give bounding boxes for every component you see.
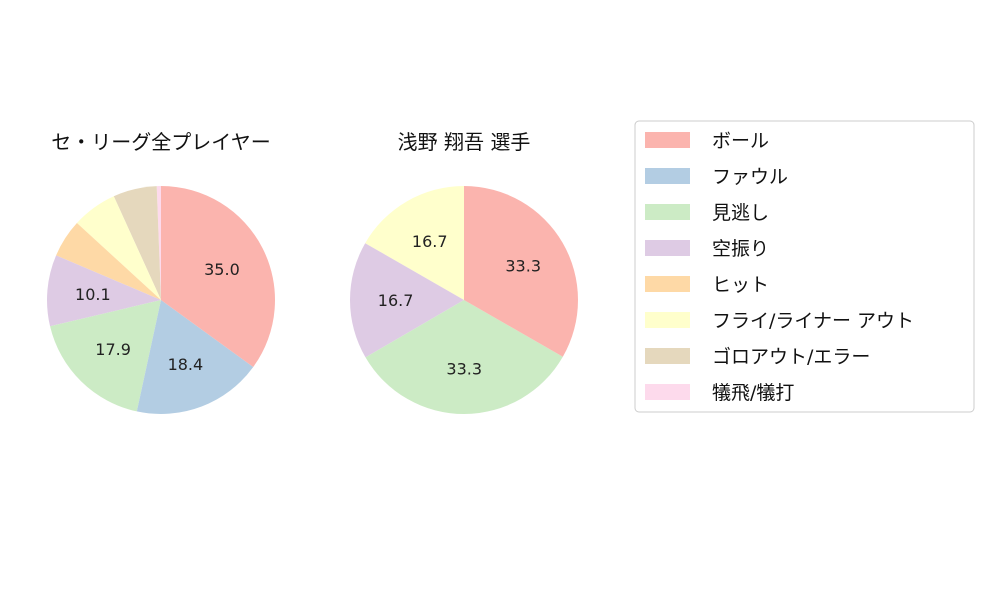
pie-slice (365, 300, 563, 414)
legend-label: 見逃し (712, 202, 769, 224)
pie-title-player: 浅野 翔吾 選手 (398, 130, 531, 154)
pie-player: 浅野 翔吾 選手 33.3 33.3 16.7 16.7 (350, 130, 578, 414)
legend-swatch (645, 132, 690, 148)
pie-slice (350, 243, 464, 358)
pie-league-all-players: セ・リーグ全プレイヤー 35.0 18.4 17.9 10.1 (47, 130, 275, 414)
slice-value-label: 10.1 (75, 285, 111, 304)
slice-value-label: 33.3 (505, 257, 541, 276)
legend-label: ゴロアウト/エラー (712, 346, 870, 368)
pie-slice (161, 186, 275, 368)
slice-value-label: 18.4 (168, 355, 204, 374)
legend-swatch (645, 312, 690, 328)
legend-swatch (645, 204, 690, 220)
pie-slice (156, 186, 161, 300)
legend-frame (634, 120, 975, 413)
slice-value-label: 35.0 (204, 260, 240, 279)
pie-slice (50, 300, 161, 412)
legend-swatch (645, 168, 690, 184)
legend-label: 犠飛/犠打 (712, 382, 794, 404)
slice-value-label: 33.3 (446, 359, 482, 378)
pie-slice (113, 186, 161, 300)
legend-swatch (645, 276, 690, 292)
legend-swatch (645, 348, 690, 364)
legend-label: フライ/ライナー アウト (712, 310, 914, 332)
legend-label: ヒット (712, 274, 769, 296)
slice-value-label: 17.9 (95, 340, 131, 359)
legend-label: ボール (712, 130, 769, 152)
slice-value-label: 16.7 (378, 291, 414, 310)
pie-slice (76, 196, 161, 300)
slice-value-label: 16.7 (412, 232, 448, 251)
pie-slice (464, 186, 578, 357)
pie-slice (56, 223, 162, 300)
legend-label: 空振り (712, 238, 769, 260)
pie-slice (136, 300, 254, 414)
legend-swatch (645, 384, 690, 400)
pie-slice (47, 255, 161, 327)
legend-label: ファウル (712, 166, 788, 188)
pie-title-league: セ・リーグ全プレイヤー (51, 130, 270, 154)
legend-swatch (645, 240, 690, 256)
pie-slice (365, 186, 464, 300)
